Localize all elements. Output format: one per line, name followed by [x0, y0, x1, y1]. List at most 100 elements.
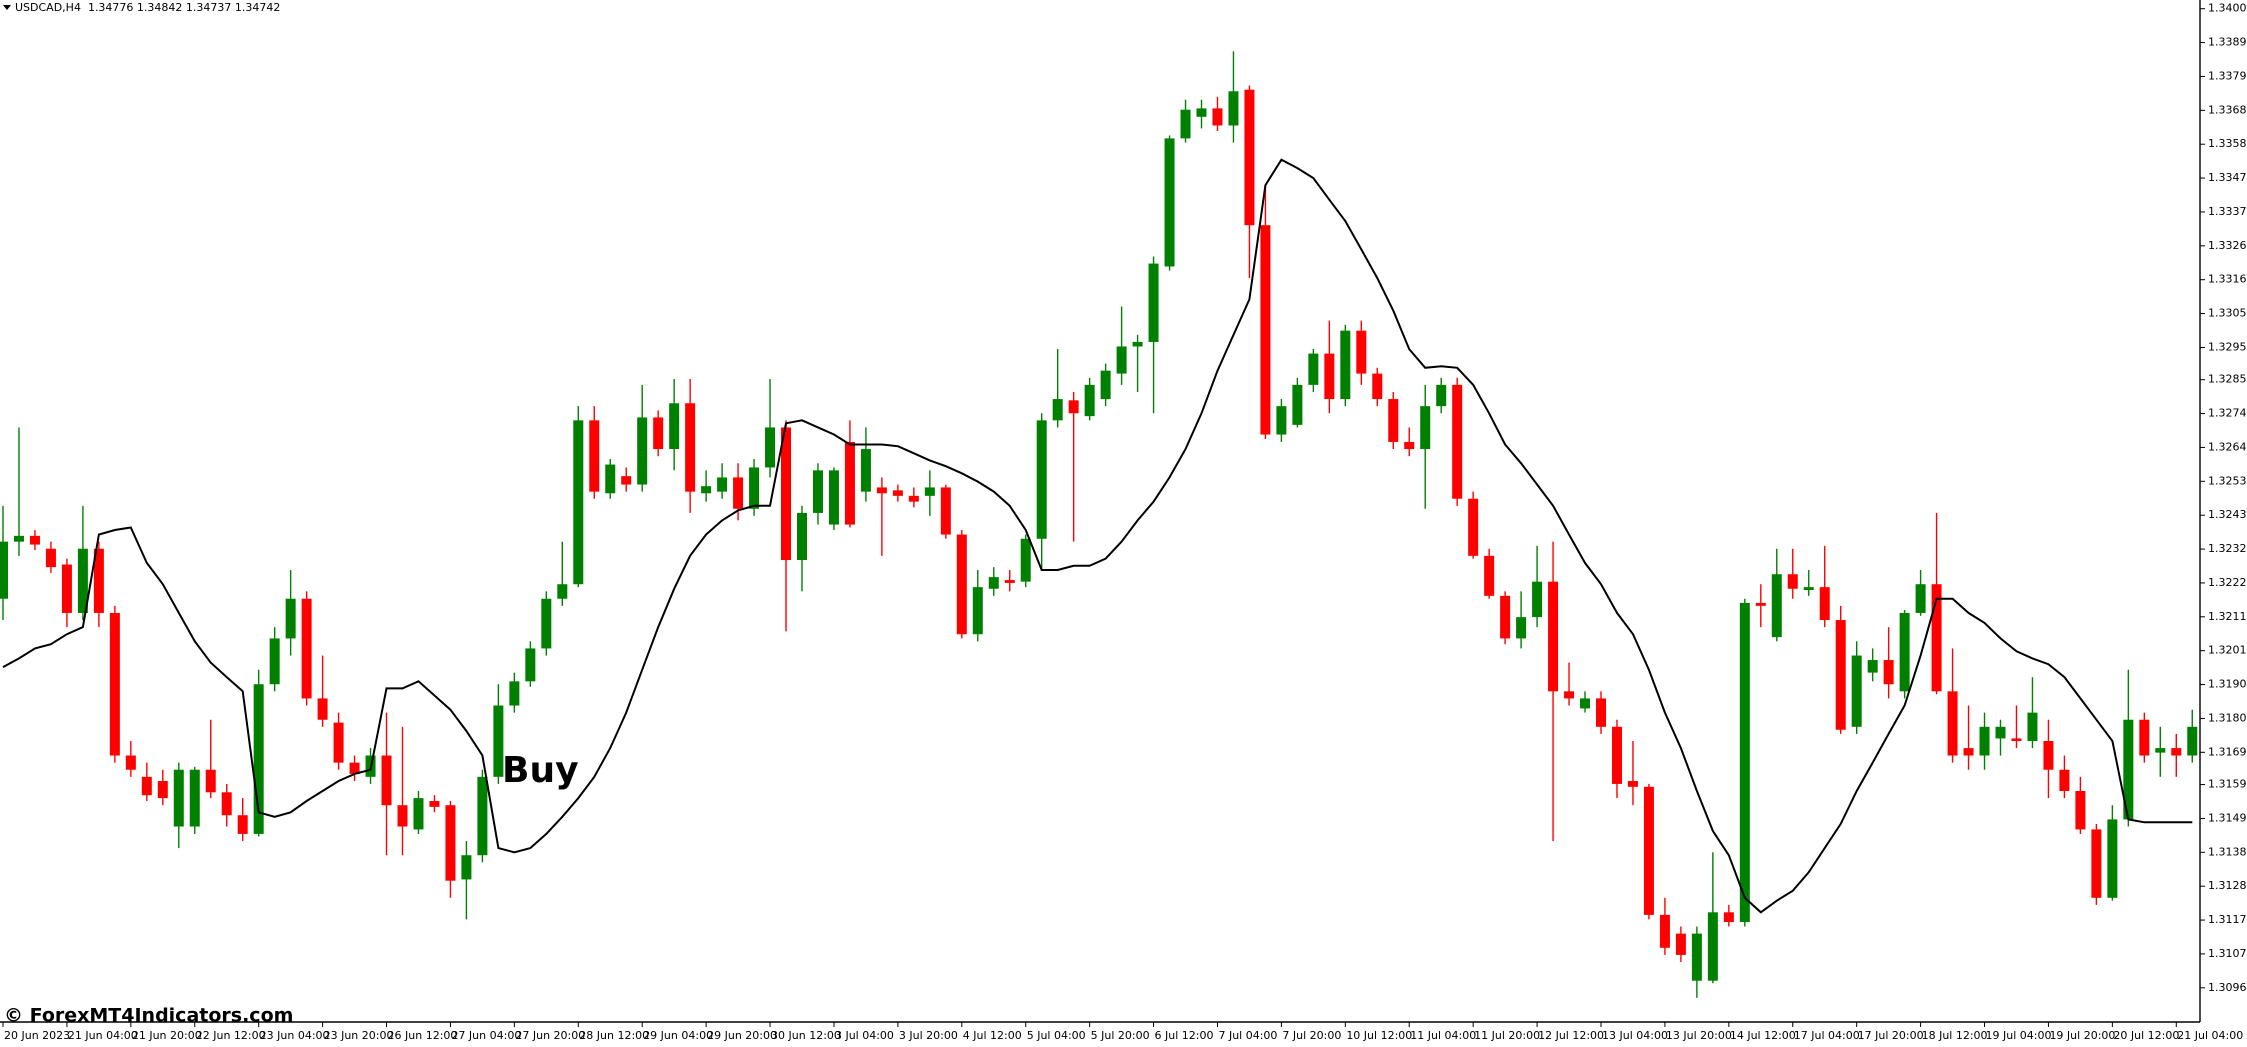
x-tick-label: 19 Jul 04:00 [1986, 1029, 2052, 1042]
candle-body [1116, 346, 1127, 374]
candle-body [477, 776, 488, 856]
y-tick-label: 1.31595 [2208, 778, 2247, 791]
candle-body [1548, 581, 1559, 692]
candle-body [1771, 574, 1782, 638]
candle-body [445, 805, 456, 881]
candle-body [1691, 933, 1702, 981]
candle-body [2139, 719, 2150, 756]
candle-body [669, 403, 680, 450]
candle-body [1324, 353, 1335, 400]
x-tick-label: 27 Jun 20:00 [515, 1029, 585, 1042]
candle-body [1068, 400, 1079, 414]
y-tick-label: 1.31070 [2208, 947, 2247, 960]
x-tick-label: 17 Jul 04:00 [1794, 1029, 1860, 1042]
candle-body [2107, 819, 2118, 898]
candle-body [1580, 698, 1591, 709]
y-tick-label: 1.33580 [2208, 137, 2247, 150]
candle-body [77, 548, 88, 613]
y-tick-label: 1.32950 [2208, 340, 2247, 353]
candle-body [1915, 584, 1926, 613]
candle-body [621, 476, 632, 485]
candle-body [2011, 738, 2022, 742]
candle-body [1899, 612, 1910, 692]
candle-body [1675, 933, 1686, 955]
candle-body [781, 427, 792, 561]
x-tick-label: 27 Jun 04:00 [451, 1029, 521, 1042]
candle-body [1532, 581, 1543, 618]
candle-body [1260, 225, 1271, 435]
x-tick-label: 12 Jul 12:00 [1538, 1029, 1604, 1042]
candle-body [285, 598, 296, 639]
candle-body [1995, 726, 2006, 739]
candle-body [157, 781, 168, 799]
candle-body [333, 722, 344, 763]
candle-body [1244, 89, 1255, 226]
candle-body [205, 769, 216, 793]
candle-body [1228, 91, 1239, 126]
x-tick-label: 7 Jul 04:00 [1218, 1029, 1277, 1042]
candle-body [541, 598, 552, 649]
candle-body [1723, 912, 1734, 922]
y-tick-label: 1.32115 [2208, 610, 2247, 623]
x-tick-label: 11 Jul 20:00 [1474, 1029, 1540, 1042]
y-tick-label: 1.33265 [2208, 239, 2247, 252]
candle-body [525, 648, 536, 682]
x-tick-label: 21 Jun 20:00 [132, 1029, 202, 1042]
candle-body [1659, 914, 1670, 948]
candle-body [1739, 602, 1750, 922]
x-tick-label: 17 Jul 20:00 [1858, 1029, 1924, 1042]
candle-body [141, 776, 152, 796]
candle-body [717, 477, 728, 492]
candle-body [924, 487, 935, 496]
candle-body [109, 612, 120, 756]
candle-body [1100, 370, 1111, 400]
candle-body [125, 755, 136, 770]
candle-body [493, 705, 504, 777]
candle-body [2027, 712, 2038, 742]
y-tick-label: 1.32640 [2208, 440, 2247, 453]
y-tick-label: 1.32850 [2208, 373, 2247, 386]
candle-body [685, 403, 696, 492]
candle-body [1452, 384, 1463, 499]
candle-body [1196, 108, 1207, 117]
x-tick-label: 29 Jun 20:00 [707, 1029, 777, 1042]
y-tick-label: 1.31490 [2208, 811, 2247, 824]
candle-body [1468, 498, 1479, 556]
candle-body [908, 495, 919, 502]
y-tick-label: 1.33895 [2208, 36, 2247, 49]
candle-body [237, 815, 248, 834]
candle-body [653, 417, 664, 450]
candle-body [253, 684, 264, 834]
candle-body [605, 464, 616, 494]
x-tick-label: 5 Jul 04:00 [1027, 1029, 1086, 1042]
candle-body [1356, 330, 1367, 374]
candle-body [1164, 138, 1175, 267]
x-tick-label: 13 Jul 04:00 [1602, 1029, 1668, 1042]
candle-body [1484, 555, 1495, 596]
candle-body [2075, 791, 2086, 830]
candle-body [1707, 912, 1718, 981]
candle-body [1404, 441, 1415, 450]
y-tick-label: 1.31280 [2208, 879, 2247, 892]
candle-body [940, 487, 951, 535]
candle-body [573, 420, 584, 585]
menu-arrow[interactable] [3, 5, 11, 10]
candle-body [301, 598, 312, 699]
candle-body [1963, 748, 1974, 756]
x-tick-label: 3 Jul 20:00 [899, 1029, 958, 1042]
watermark: © ForexMT4Indicators.com [4, 1005, 293, 1027]
candle-body [701, 486, 712, 494]
candle-body [1835, 620, 1846, 730]
chart-header: USDCAD,H4 1.34776 1.34842 1.34737 1.3474… [15, 1, 280, 14]
x-tick-label: 6 Jul 12:00 [1155, 1029, 1214, 1042]
x-tick-label: 23 Jun 04:00 [260, 1029, 330, 1042]
y-tick-label: 1.32745 [2208, 407, 2247, 420]
candle-body [461, 855, 472, 880]
candle-body [1867, 660, 1878, 673]
y-tick-label: 1.32535 [2208, 474, 2247, 487]
candle-body [1388, 399, 1399, 442]
candle-body [749, 467, 760, 509]
y-tick-label: 1.33475 [2208, 171, 2247, 184]
